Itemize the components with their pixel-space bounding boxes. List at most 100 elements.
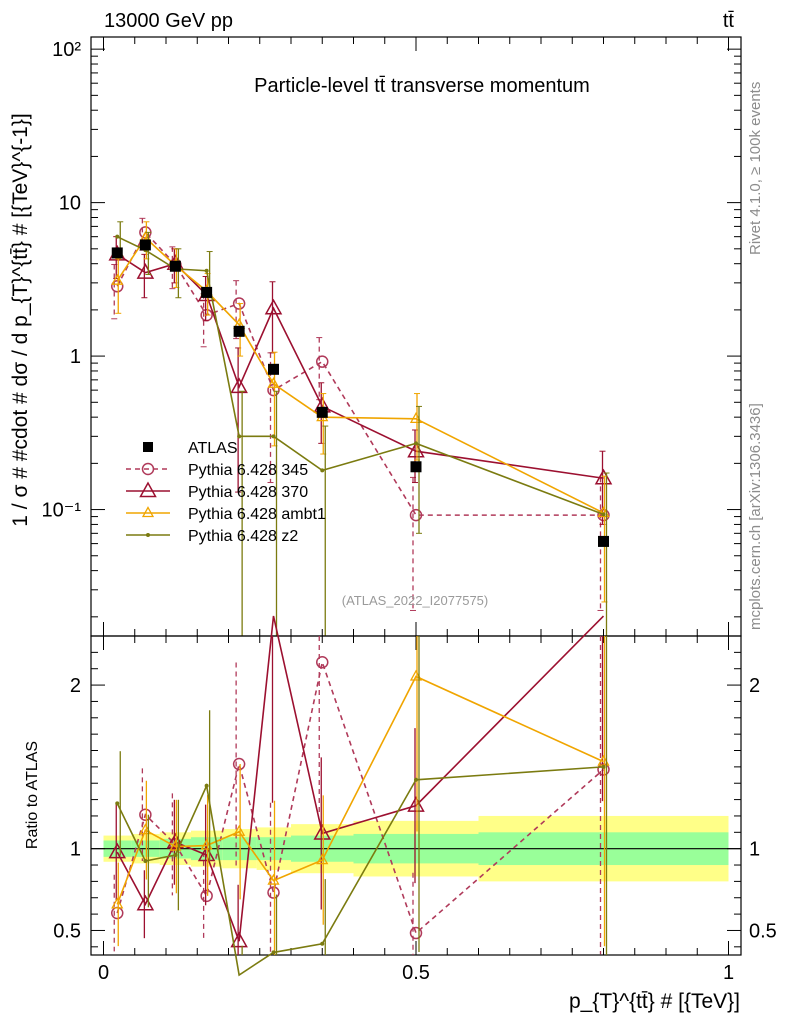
x-tick-label: 0.5 — [402, 962, 430, 984]
ratio-marker — [166, 832, 185, 849]
series-marker — [409, 508, 423, 522]
atlas-data-point — [233, 325, 245, 337]
ratio-marker — [108, 842, 127, 859]
rivet-version-label: Rivet 4.1.0, ≥ 100k events — [747, 82, 764, 255]
y-tick-label: 1 — [70, 346, 81, 368]
mcplots-label: mcplots.cern.ch [arXiv:1306.3436] — [747, 403, 764, 630]
ratio-marker — [267, 873, 280, 885]
y-axis-label: 1 / σ # #cdot # dσ / d p_{T}^{tt̄} # [{T… — [9, 113, 32, 526]
ratio-marker — [267, 886, 280, 899]
series-marker — [136, 263, 155, 279]
ratio-tick-label-right: 2 — [749, 675, 760, 697]
ratio-marker — [143, 859, 148, 864]
ratio-tick-label: 0.5 — [53, 920, 81, 942]
header-energy: 13000 GeV pp — [104, 10, 233, 32]
ratio-frame — [90, 635, 742, 956]
atlas-data-point — [169, 260, 181, 272]
ratio-marker — [313, 823, 332, 840]
ratio-tick-label: 2 — [70, 675, 81, 697]
ratio-tick-label-right: 1 — [749, 839, 760, 861]
ratio-tick-label: 1 — [70, 839, 81, 861]
series-line — [116, 236, 604, 514]
series-marker — [271, 434, 276, 439]
series-marker — [111, 280, 124, 293]
header-process: tt̄ — [723, 10, 735, 32]
atlas-data-point — [111, 247, 123, 259]
ratio-marker — [197, 845, 216, 862]
series-3 — [115, 221, 610, 637]
ratio-series-0 — [111, 636, 610, 955]
legend-label: Pythia 6.428 ambt1 — [188, 506, 326, 523]
series-marker — [601, 512, 606, 517]
ratio-marker — [111, 897, 124, 909]
ratio-marker — [136, 894, 155, 911]
ratio-marker — [601, 764, 606, 769]
series-marker — [597, 508, 610, 522]
ratio-marker — [230, 931, 248, 948]
legend-marker — [141, 462, 155, 476]
legend: ATLAS Pythia 6.428 345 Pythia 6.428 370 Pyt… — [126, 440, 326, 545]
main-frame — [90, 36, 742, 637]
series-marker — [230, 377, 248, 394]
x-tick-label: 1 — [723, 962, 734, 984]
ratio-axis-label: Ratio to ATLAS — [24, 741, 41, 849]
series-marker — [316, 355, 329, 368]
ratio-marker — [200, 889, 213, 903]
ratio-series-1 — [108, 615, 605, 955]
ratio-series-2 — [111, 636, 610, 955]
ratio-marker — [409, 926, 423, 940]
x-tick-label: 0 — [98, 962, 109, 984]
legend-atlas-marker — [143, 442, 153, 452]
analysis-watermark: (ATLAS_2022_I2077575) — [342, 593, 488, 608]
y-tick-label: 10² — [52, 39, 81, 61]
atlas-data-point — [201, 286, 213, 298]
series-marker — [414, 441, 418, 446]
ratio-marker — [414, 777, 418, 782]
chart-title: Particle-level tt̄ transverse momentum — [254, 75, 590, 97]
ratio-marker — [232, 757, 246, 771]
series-marker — [594, 468, 613, 485]
ratio-marker — [316, 656, 329, 669]
series-marker — [267, 376, 280, 388]
legend-marker — [139, 481, 157, 498]
main-plot: 10⁻¹ 1 10 10² — [42, 36, 742, 637]
series-marker — [264, 298, 283, 315]
y-tick-label: 10 — [59, 193, 81, 215]
ratio-marker — [271, 950, 276, 955]
atlas-data-point — [139, 239, 151, 251]
series-marker — [111, 273, 124, 285]
atlas-data-point — [316, 406, 328, 418]
series-0 — [111, 217, 610, 611]
atlas-data-point — [598, 535, 609, 547]
series-marker — [115, 234, 120, 239]
ratio-series-line — [116, 659, 605, 935]
atlas-data-point — [268, 363, 279, 375]
legend-label: Pythia 6.428 z2 — [188, 528, 298, 545]
series-marker — [204, 268, 209, 273]
ratio-series-line — [116, 766, 604, 977]
ratio-marker — [407, 796, 425, 812]
legend-marker — [146, 533, 150, 537]
ratio-series-3 — [115, 636, 608, 977]
ratio-plot: 0 0.5 1 0.5 0.5 1 1 2 2 — [53, 615, 777, 984]
ratio-tick-label-right: 0.5 — [749, 920, 777, 942]
ratio-marker — [115, 801, 120, 806]
ratio-marker — [316, 853, 329, 865]
series-line — [116, 253, 604, 480]
ratio-marker — [597, 763, 610, 776]
ratio-marker — [173, 853, 178, 858]
y-tick-label: 10⁻¹ — [42, 500, 82, 522]
ratio-marker — [233, 824, 246, 836]
atlas-data-point — [410, 461, 422, 473]
series-marker — [237, 434, 242, 439]
series-2 — [111, 221, 610, 603]
atlas-data — [111, 239, 609, 547]
series-1 — [108, 236, 613, 525]
ratio-series-line — [116, 615, 605, 942]
series-marker — [320, 468, 325, 473]
ratio-series-line — [116, 675, 604, 905]
series-marker — [232, 297, 246, 310]
ratio-marker — [204, 783, 209, 788]
legend-label: Pythia 6.428 345 — [188, 462, 308, 479]
